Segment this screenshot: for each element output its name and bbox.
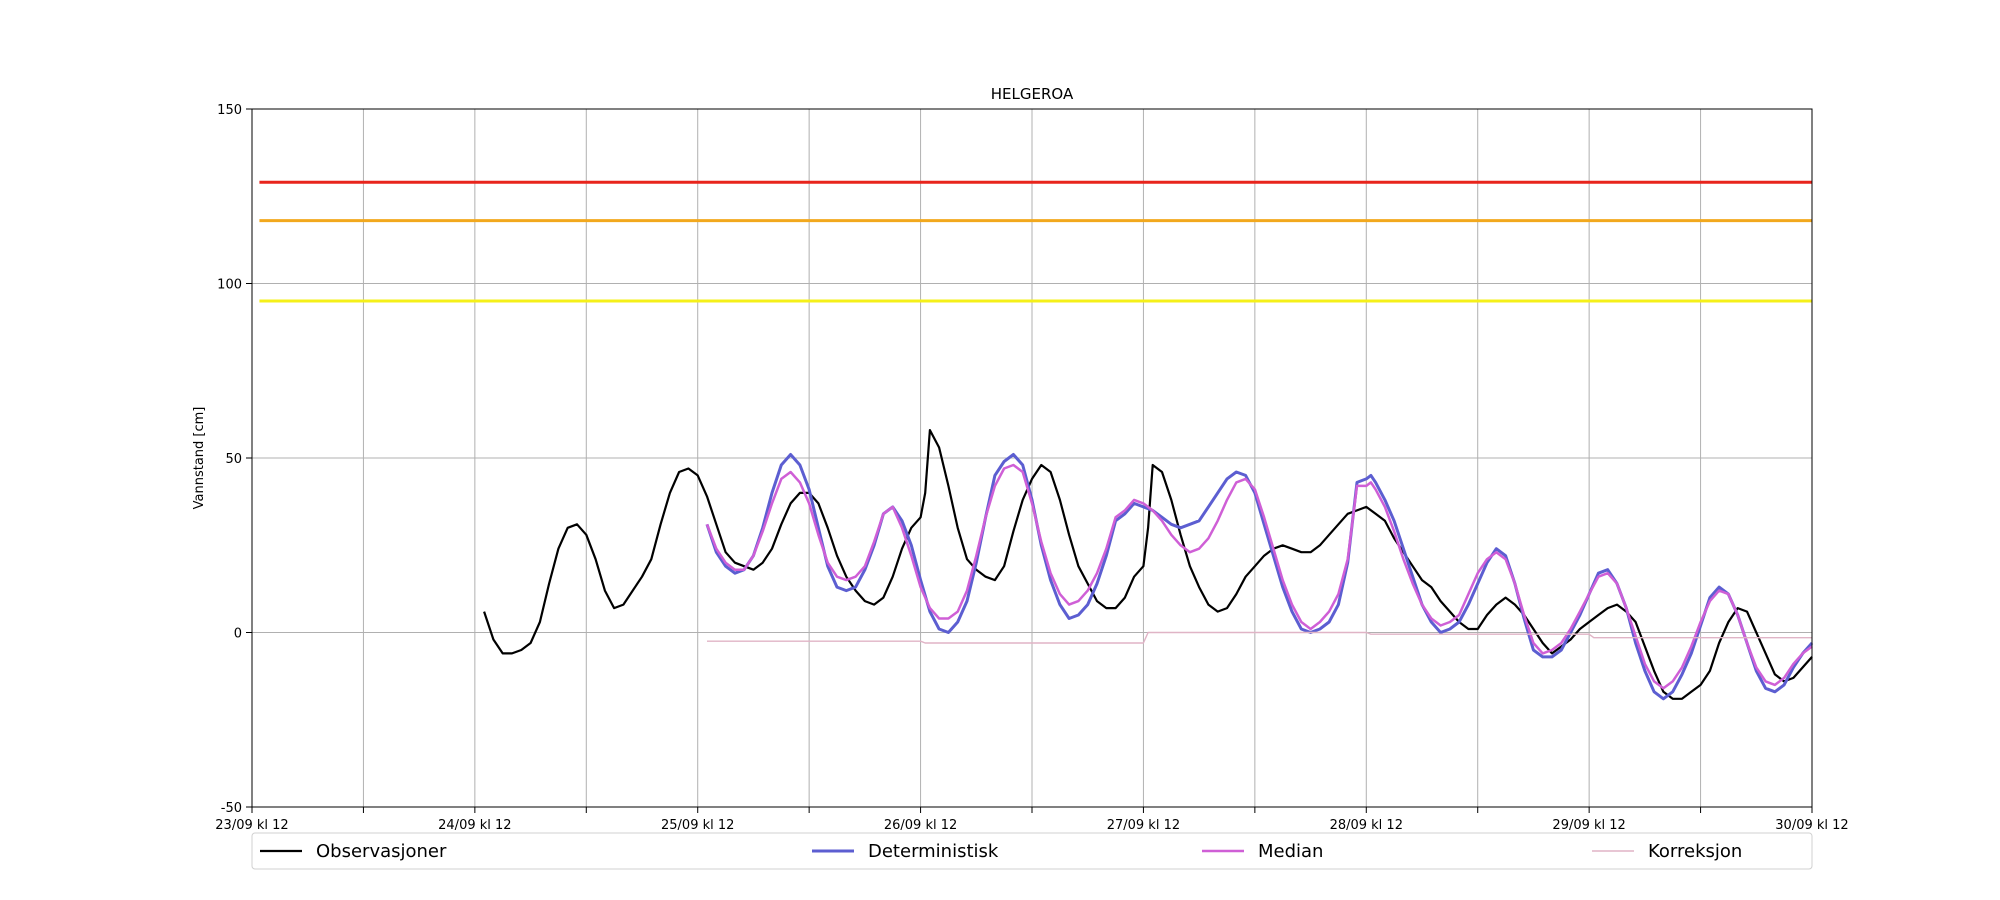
legend-label-korreksjon: Korreksjon	[1648, 841, 1742, 862]
y-axis-label: Vannstand [cm]	[192, 407, 207, 510]
legend-label-deterministisk: Deterministisk	[868, 841, 999, 862]
y-tick-label: 0	[234, 627, 242, 642]
series-line-korreksjon	[707, 631, 1812, 644]
y-tick-label: -50	[221, 801, 242, 816]
x-axis-ticks: 23/09 kl 12 24/09 kl 12 25/09 kl 12 26/09 k…	[215, 807, 1849, 833]
x-tick-label: 24/09 kl 12	[438, 818, 511, 833]
y-tick-label: 100	[217, 278, 242, 293]
y-tick-label: 50	[225, 452, 242, 467]
x-tick-label: 27/09 kl 12	[1107, 818, 1180, 833]
x-tick-label: 26/09 kl 12	[884, 818, 957, 833]
series-line-deterministisk	[705, 453, 1814, 701]
legend-box	[251, 832, 1813, 870]
legend-label-observasjoner: Observasjoner	[316, 841, 447, 862]
grid	[251, 108, 1813, 808]
x-tick-label: 23/09 kl 12	[215, 818, 288, 833]
series-line-observasjoner	[483, 429, 1813, 700]
x-tick-label: 25/09 kl 12	[661, 818, 734, 833]
y-tick-label: 150	[217, 103, 242, 118]
x-tick-label: 28/09 kl 12	[1330, 818, 1403, 833]
x-tick-label: 30/09 kl 12	[1775, 818, 1848, 833]
y-axis-ticks: -50 0 50 100 150	[217, 103, 252, 816]
legend: Observasjoner Deterministisk Median Korreks…	[251, 832, 1813, 870]
x-tick-label: 29/09 kl 12	[1552, 818, 1625, 833]
legend-label-median: Median	[1258, 841, 1323, 862]
series-lines	[483, 429, 1814, 701]
series-line-median	[705, 463, 1813, 690]
chart-title: HELGEROA	[991, 85, 1074, 103]
threshold-lines	[259, 180, 1812, 303]
